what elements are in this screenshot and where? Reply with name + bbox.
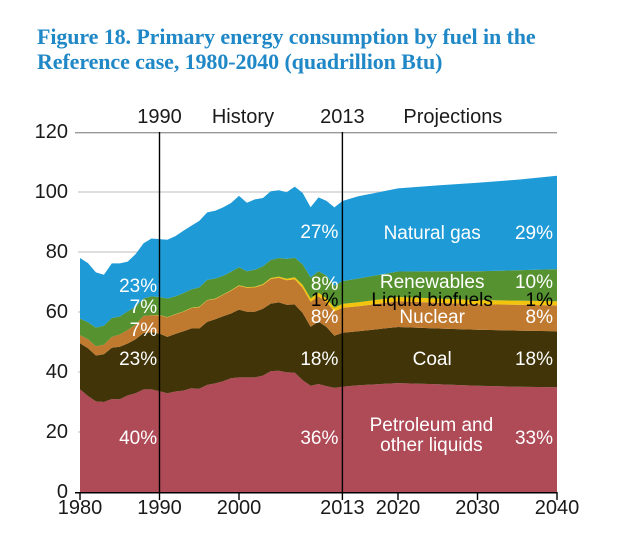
y-tick-label-100: 100 [34,181,68,203]
area-renewables [80,257,557,347]
series-label-natural-gas: Natural gas [383,223,481,244]
share-label-23: 23% [119,349,158,370]
series-label-nuclear: Nuclear [399,307,465,328]
area-petroleum-and-other-liquids [80,370,557,492]
y-tick-label-20: 20 [45,421,68,443]
figure-title-line2: Reference case, 1980-2040 (quadrillion B… [37,49,443,74]
share-label-8: 8% [525,307,554,328]
share-label-33: 33% [514,427,554,449]
series-label-petroleum-and-other-liquids: Petroleum and other liquids [369,414,494,456]
series-label-coal: Coal [412,349,452,370]
era-label-history: History [211,106,275,128]
x-tick-label-2040: 2040 [534,497,580,519]
series-label-liquid-biofuels: Liquid biofuels [371,289,493,311]
x-tick-label-2000: 2000 [216,497,262,519]
share-label-36: 36% [300,427,339,449]
area-nuclear [80,277,557,356]
era-label-projections: Projections [403,106,503,128]
share-label-1: 1% [310,289,339,311]
era-label-1990: 1990 [137,106,182,128]
y-tick-label-0: 0 [56,481,68,503]
x-tick-label-2013: 2013 [320,497,365,519]
share-label-7: 7% [129,297,158,319]
share-label-18: 18% [300,349,339,370]
y-tick-label-120: 120 [34,121,68,143]
share-label-1: 1% [525,289,554,311]
y-tick-label-80: 80 [45,241,68,263]
share-label-23: 23% [119,276,158,298]
share-label-29: 29% [514,223,554,244]
share-label-40: 40% [119,427,158,449]
share-label-18: 18% [514,349,554,370]
era-label-2013: 2013 [320,106,365,128]
share-label-8: 8% [310,274,339,295]
figure-title: Figure 18. Primary energy consumption by… [37,24,607,74]
y-tick-label-40: 40 [45,361,68,383]
stacked-area-plot [75,131,558,500]
y-tick-label-60: 60 [45,301,68,323]
share-label-27: 27% [300,222,339,244]
series-label-renewables: Renewables [379,271,485,293]
x-tick-label-2030: 2030 [455,497,500,519]
x-tick-label-2020: 2020 [375,497,421,519]
area-coal [80,302,557,402]
x-tick-label-1980: 1980 [57,497,103,519]
share-label-8: 8% [310,307,339,328]
share-label-7: 7% [129,319,158,341]
figure-title-line1: Figure 18. Primary energy consumption by… [37,24,536,49]
x-tick-label-1990: 1990 [137,497,182,519]
area-natural-gas [80,175,557,328]
share-label-10: 10% [514,271,554,293]
